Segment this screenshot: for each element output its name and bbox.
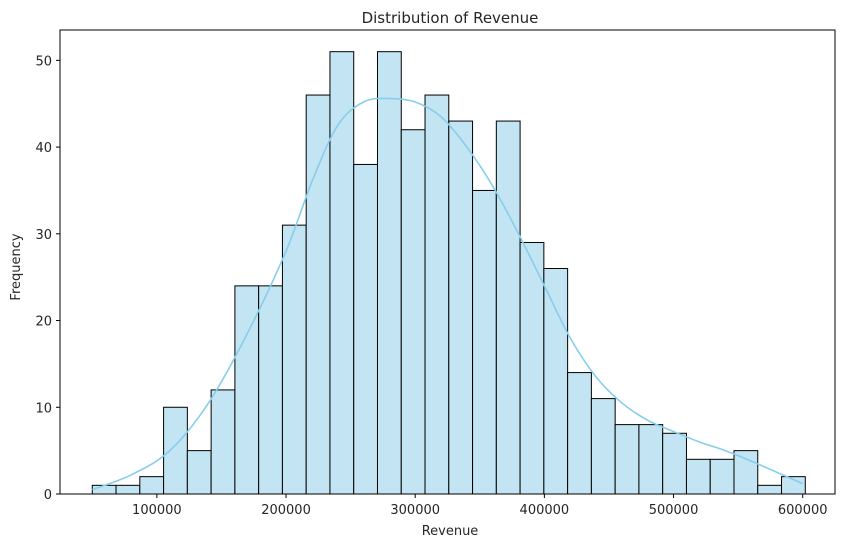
x-tick-label: 400000 (520, 503, 570, 518)
y-tick-label: 10 (35, 401, 52, 416)
histogram-bar (709, 458, 735, 495)
axes-group (59, 29, 836, 495)
histogram-bar (376, 51, 402, 495)
histogram-bar (353, 163, 378, 495)
x-tick-label: 200000 (261, 503, 311, 518)
histogram-bar (258, 285, 283, 495)
chart-title: Distribution of Revenue (362, 9, 539, 27)
y-tick-label: 0 (44, 488, 52, 503)
histogram-bar (424, 94, 450, 495)
histogram-bar (543, 268, 569, 495)
histogram-bar (210, 389, 236, 495)
histogram-bar (590, 398, 616, 495)
histogram-bar (281, 224, 307, 495)
bars-group (91, 51, 806, 495)
histogram-bar (329, 51, 355, 495)
histogram-bar (638, 424, 664, 495)
histogram-bar (685, 458, 711, 495)
histogram-bar (614, 424, 640, 495)
ticks-group: 100000 200000 300000 400000 500000 600000 0 10 2… (35, 54, 827, 518)
histogram-bar (495, 120, 521, 495)
x-tick-label: 600000 (778, 503, 828, 518)
histogram-bar (115, 484, 141, 495)
histogram-bar (519, 241, 545, 495)
y-tick-label: 30 (35, 228, 52, 243)
x-tick-label: 500000 (649, 503, 699, 518)
histogram-bar (186, 450, 212, 495)
histogram-bar (163, 406, 188, 495)
kde-curve (92, 97, 804, 491)
histogram-bar (472, 189, 497, 495)
y-tick-label: 50 (35, 54, 52, 69)
histogram-bar (567, 372, 592, 495)
kde-group (92, 97, 804, 491)
x-axis-label: Revenue (422, 524, 479, 539)
y-axis-label: Frequency (9, 233, 24, 300)
histogram-bar (448, 120, 474, 495)
plot-frame (59, 29, 836, 495)
histogram-bar (139, 476, 165, 495)
histogram-bar (662, 432, 687, 495)
histogram-bar (400, 129, 426, 495)
histogram-bar (733, 450, 759, 495)
x-tick-label: 300000 (390, 503, 440, 518)
x-tick-label: 100000 (132, 503, 182, 518)
histogram-bar (91, 484, 117, 495)
y-tick-label: 20 (35, 315, 52, 330)
histogram-bar (305, 94, 331, 495)
y-tick-label: 40 (35, 141, 52, 156)
histogram-bar (757, 484, 783, 495)
